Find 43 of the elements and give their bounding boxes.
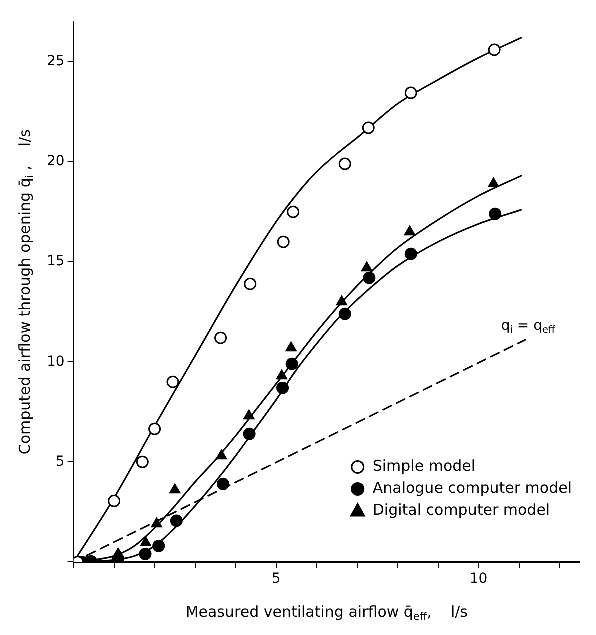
point: [336, 296, 348, 306]
point: [404, 226, 416, 236]
point: [338, 158, 352, 170]
point: [244, 278, 257, 290]
point: [404, 86, 418, 100]
point: [170, 484, 181, 494]
y-tick-label: 15: [46, 254, 65, 270]
y-tick-label: 20: [46, 154, 65, 170]
point: [151, 518, 162, 528]
point: [276, 370, 288, 380]
point: [140, 536, 152, 546]
point: [166, 376, 180, 388]
y-tick-label: 25: [46, 54, 65, 70]
point: [287, 206, 300, 218]
point: [277, 236, 290, 248]
point: [404, 248, 418, 260]
y-tick-label: 10: [46, 354, 65, 370]
point: [362, 122, 375, 134]
point: [170, 514, 183, 528]
point: [286, 358, 298, 370]
point: [108, 494, 121, 508]
point: [243, 428, 256, 440]
point: [276, 382, 290, 394]
point: [338, 308, 352, 320]
legend-label: Analogue computer model: [372, 479, 572, 498]
point: [152, 540, 166, 552]
point: [361, 262, 373, 272]
point: [489, 208, 502, 220]
point: [244, 410, 255, 420]
point: [216, 478, 230, 490]
legend-label: Digital computer model: [372, 501, 550, 520]
point: [148, 422, 162, 436]
point: [139, 548, 152, 560]
y-tick-label: 5: [56, 454, 65, 470]
y-axis-title: Computed airflow through opening q̄i , l/s: [16, 129, 36, 455]
legend-label: Simple model: [372, 457, 476, 476]
point: [488, 44, 501, 56]
point: [216, 450, 228, 460]
point: [363, 272, 376, 284]
point: [286, 342, 297, 352]
point: [136, 456, 149, 468]
point: [214, 332, 228, 344]
point: [488, 178, 500, 188]
